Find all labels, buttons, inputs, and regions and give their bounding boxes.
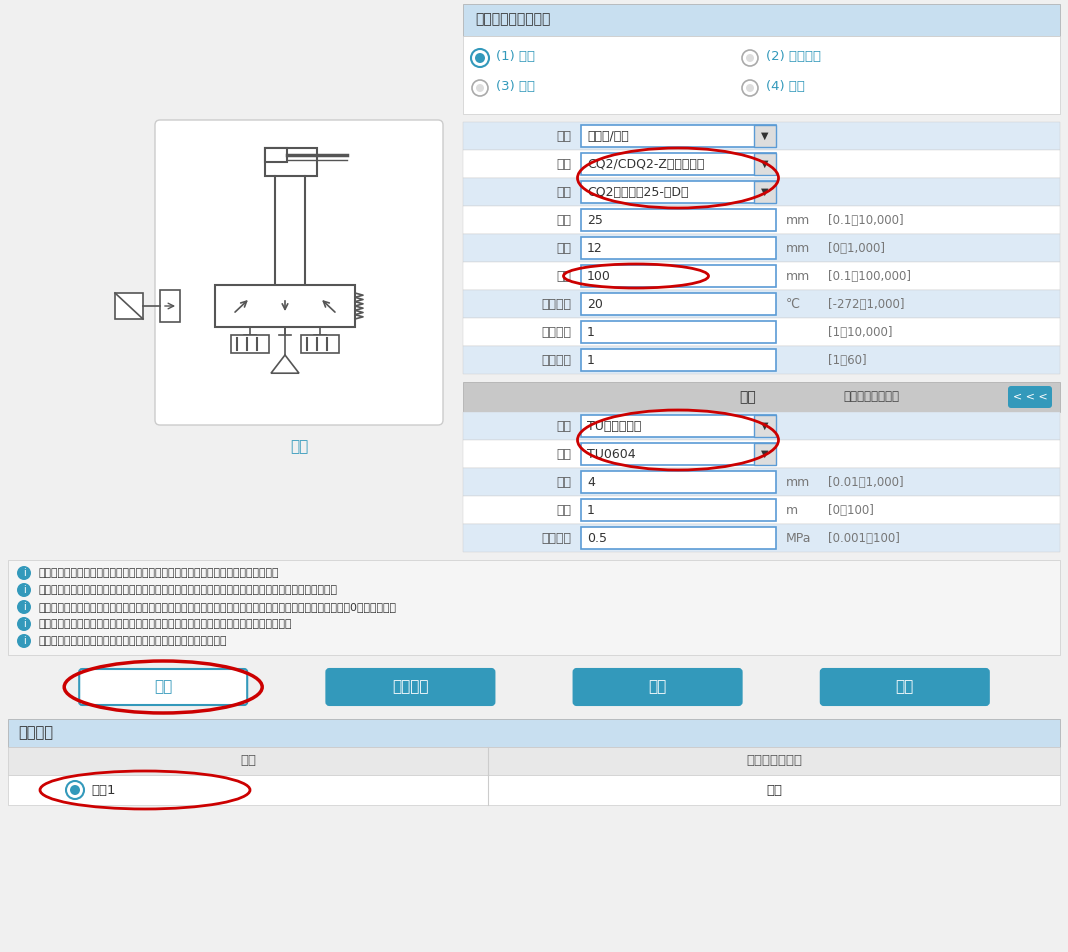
Text: i: i [22,636,26,646]
Text: m: m [786,504,798,517]
FancyBboxPatch shape [464,234,1061,262]
FancyBboxPatch shape [754,153,776,175]
Circle shape [747,84,754,92]
Text: (4) 吹气: (4) 吹气 [766,80,805,92]
FancyBboxPatch shape [581,527,776,549]
Text: MPa: MPa [786,531,812,545]
FancyBboxPatch shape [215,285,355,327]
FancyBboxPatch shape [464,178,1061,206]
Text: 单独编辑: 单独编辑 [392,680,428,695]
Text: mm: mm [786,213,811,227]
Circle shape [70,785,80,795]
Text: 杆径: 杆径 [556,242,571,254]
Circle shape [17,583,31,597]
Text: < < <: < < < [1012,392,1048,402]
Text: 类型: 类型 [556,129,571,143]
Text: ▼: ▼ [761,449,769,459]
Text: 执行元件的耗气量是计算执行元件往返运动的空气消耗量（包含配管空气消耗量）。: 执行元件的耗气量是计算执行元件往返运动的空气消耗量（包含配管空气消耗量）。 [38,568,279,578]
FancyBboxPatch shape [581,415,776,437]
Text: ▼: ▼ [761,131,769,141]
FancyBboxPatch shape [464,412,1061,440]
Text: [1～10,000]: [1～10,000] [828,326,893,339]
Text: CQ2「」「」25-「D」: CQ2「」「」25-「D」 [587,186,689,199]
FancyBboxPatch shape [581,499,776,521]
Text: 0.5: 0.5 [587,531,607,545]
Text: ▼: ▼ [761,187,769,197]
Circle shape [476,84,484,92]
FancyBboxPatch shape [581,293,776,315]
Text: 气缸: 气缸 [289,440,309,454]
Text: ℃: ℃ [786,297,800,310]
FancyBboxPatch shape [581,443,776,465]
FancyBboxPatch shape [464,346,1061,374]
Text: 吹气时在所需空气量的时序图输入界面对每个动作进行单独设定。: 吹气时在所需空气量的时序图输入界面对每个动作进行单独设定。 [38,636,226,646]
Text: 内径: 内径 [556,475,571,488]
FancyBboxPatch shape [581,125,776,147]
Text: [0～1,000]: [0～1,000] [828,242,885,254]
Text: [-272～1,000]: [-272～1,000] [828,297,905,310]
Text: [0.1～10,000]: [0.1～10,000] [828,213,904,227]
Text: TU0604: TU0604 [587,447,635,461]
Text: 系列: 系列 [556,420,571,432]
Text: 行程: 行程 [556,269,571,283]
Text: 气缸数量: 气缸数量 [541,326,571,339]
Text: mm: mm [786,269,811,283]
FancyBboxPatch shape [464,262,1061,290]
Text: 型号: 型号 [556,447,571,461]
Text: 环境温度: 环境温度 [541,297,571,310]
FancyBboxPatch shape [7,747,1061,775]
Text: 型号: 型号 [556,186,571,199]
Text: [0.1～100,000]: [0.1～100,000] [828,269,911,283]
FancyBboxPatch shape [754,415,776,437]
Text: 登录: 登录 [154,680,172,695]
Circle shape [17,600,31,614]
Text: (3) 气爪: (3) 气爪 [496,80,535,92]
Text: [0.001～100]: [0.001～100] [828,531,900,545]
FancyBboxPatch shape [754,125,776,147]
FancyBboxPatch shape [464,382,1061,412]
Text: 执行元件的种类选择: 执行元件的种类选择 [475,12,550,26]
Text: 配管: 配管 [740,390,756,404]
Text: (1) 气缸: (1) 气缸 [496,50,535,63]
Text: mm: mm [786,242,811,254]
Circle shape [17,566,31,580]
FancyBboxPatch shape [581,237,776,259]
FancyBboxPatch shape [155,120,443,425]
Text: 计算结果: 计算结果 [18,725,53,741]
Text: 复制: 复制 [648,680,666,695]
Text: ▼: ▼ [761,159,769,169]
Text: [1～60]: [1～60] [828,353,866,367]
Text: i: i [22,602,26,612]
FancyBboxPatch shape [115,293,143,319]
Text: 气缸: 气缸 [766,783,782,797]
FancyBboxPatch shape [7,775,1061,805]
Text: 只使用执行元件的单程时，气缸及气爪选择单行后进行计算。摇动气缸把左右任意侧内部容积和配管长度设为0后进行计算。: 只使用执行元件的单程时，气缸及气爪选择单行后进行计算。摇动气缸把左右任意侧内部容… [38,602,396,612]
FancyBboxPatch shape [581,265,776,287]
Text: 回路: 回路 [240,755,256,767]
FancyBboxPatch shape [754,443,776,465]
Text: 20: 20 [587,297,602,310]
Circle shape [747,54,754,62]
FancyBboxPatch shape [79,669,247,705]
FancyBboxPatch shape [754,181,776,203]
Text: 1: 1 [587,353,595,367]
FancyBboxPatch shape [581,321,776,343]
Text: i: i [22,585,26,595]
Text: 1: 1 [587,504,595,517]
Circle shape [17,617,31,631]
FancyBboxPatch shape [464,468,1061,496]
Text: 执行元件的种类: 执行元件的种类 [747,755,802,767]
FancyBboxPatch shape [464,206,1061,234]
Text: 删除: 删除 [896,680,914,695]
FancyBboxPatch shape [464,4,1061,36]
Text: i: i [22,568,26,578]
FancyBboxPatch shape [327,669,494,705]
FancyBboxPatch shape [581,153,776,175]
Text: 供给压力: 供给压力 [541,531,571,545]
FancyBboxPatch shape [464,290,1061,318]
FancyBboxPatch shape [464,318,1061,346]
FancyBboxPatch shape [464,150,1061,178]
Text: 4: 4 [587,475,595,488]
FancyBboxPatch shape [581,349,776,371]
